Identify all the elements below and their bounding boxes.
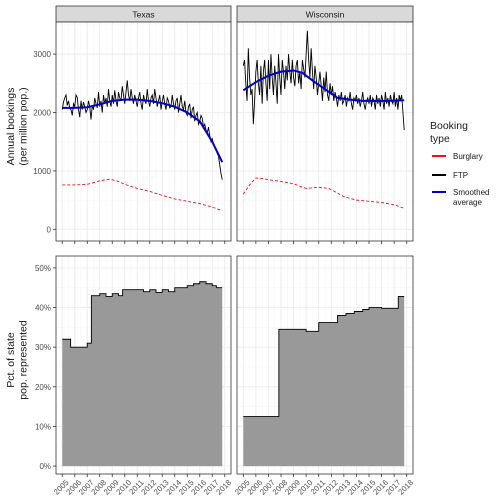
- y-tick-label: 0: [47, 225, 52, 234]
- coverage-line: [62, 281, 223, 348]
- panel-border: [55, 21, 232, 242]
- y-tick-label: 0%: [39, 462, 51, 471]
- legend-label: average: [453, 198, 482, 207]
- y-tick-label: 2000: [33, 109, 51, 118]
- facet-strip-label: Wisconsin: [306, 10, 345, 20]
- panel-border: [236, 255, 414, 475]
- x-tick-label: 2018: [214, 478, 233, 497]
- series-burglary-line: [242, 177, 405, 209]
- panel-border: [236, 21, 414, 242]
- y-axis-title-line: Pct. of state: [5, 332, 17, 388]
- legend-label: FTP: [453, 171, 468, 180]
- y-tick-label: 1000: [33, 167, 51, 176]
- y-axis-title-line: pop. represented: [18, 320, 30, 400]
- y-tick-label: 10%: [35, 422, 51, 431]
- series-burglary-line: [62, 178, 223, 212]
- y-axis-title-line: Annual bookings: [5, 88, 17, 166]
- x-tick-label: 2018: [396, 478, 415, 497]
- coverage-area: [62, 281, 223, 467]
- y-tick-label: 50%: [35, 264, 51, 273]
- legend-title: type: [430, 133, 450, 145]
- y-axis-title: Pct. of statepop. represented: [5, 320, 30, 400]
- panel-border: [55, 255, 232, 475]
- y-tick-label: 30%: [35, 343, 51, 352]
- y-tick-label: 20%: [35, 383, 51, 392]
- coverage-area: [243, 296, 405, 467]
- series-smoothed-line: [62, 98, 224, 163]
- legend-label: Burglary: [453, 152, 483, 161]
- series-smoothed-line: [242, 69, 405, 102]
- legend-label: Smoothed: [453, 188, 489, 197]
- y-axis-title-line: (per million pop.): [18, 87, 30, 165]
- y-tick-label: 40%: [35, 304, 51, 313]
- coverage-line: [243, 295, 405, 417]
- legend-title: Booking: [430, 120, 468, 132]
- y-tick-label: 3000: [33, 50, 51, 59]
- y-axis-title: Annual bookings(per million pop.): [5, 87, 30, 165]
- facet-strip-label: Texas: [132, 10, 154, 20]
